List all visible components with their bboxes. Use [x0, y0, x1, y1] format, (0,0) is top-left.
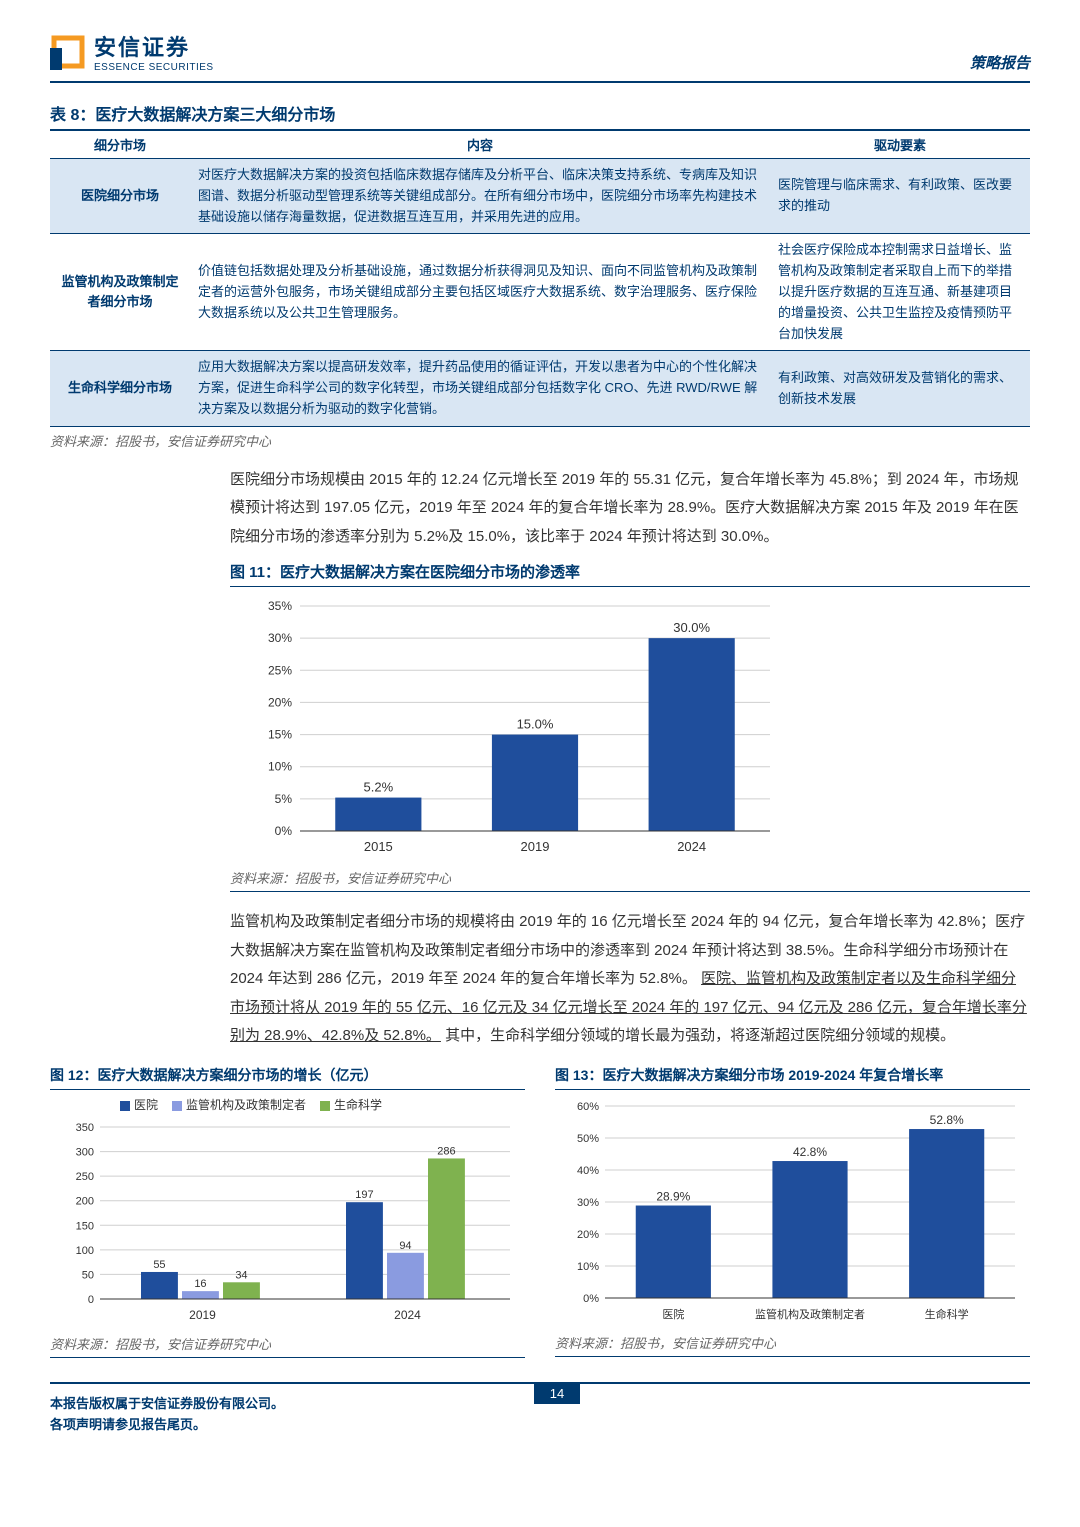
svg-text:150: 150: [76, 1220, 94, 1232]
svg-text:50: 50: [82, 1269, 94, 1281]
svg-text:200: 200: [76, 1195, 94, 1207]
footer-l2: 各项声明请参见报告尾页。: [50, 1415, 284, 1436]
page-header: 安信证券 ESSENCE SECURITIES 策略报告: [50, 30, 1030, 83]
svg-text:0%: 0%: [275, 824, 293, 838]
footer-l1: 本报告版权属于安信证券股份有限公司。: [50, 1394, 284, 1415]
fig12-title: 图 12：医疗大数据解决方案细分市场的增长（亿元）: [50, 1065, 525, 1090]
brand-name-en: ESSENCE SECURITIES: [94, 62, 214, 73]
svg-text:60%: 60%: [577, 1101, 599, 1113]
svg-text:监管机构及政策制定者: 监管机构及政策制定者: [755, 1307, 865, 1321]
svg-text:5%: 5%: [275, 792, 293, 806]
svg-text:2024: 2024: [394, 1308, 421, 1322]
svg-text:2015: 2015: [364, 839, 393, 854]
svg-text:197: 197: [355, 1189, 373, 1201]
svg-text:50%: 50%: [577, 1133, 599, 1145]
svg-text:34: 34: [235, 1269, 247, 1281]
svg-text:350: 350: [76, 1122, 94, 1134]
table8-h0: 细分市场: [50, 130, 190, 159]
brand-logo: 安信证券 ESSENCE SECURITIES: [50, 30, 214, 73]
svg-text:15.0%: 15.0%: [517, 717, 554, 732]
para2-c: 其中，生命科学细分领域的增长最为强劲，将逐渐超过医院细分领域的规模。: [445, 1027, 955, 1044]
svg-text:52.8%: 52.8%: [930, 1113, 964, 1127]
svg-text:2019: 2019: [521, 839, 550, 854]
svg-text:0%: 0%: [583, 1293, 599, 1305]
svg-text:0: 0: [88, 1294, 94, 1306]
page-footer: 本报告版权属于安信证券股份有限公司。 各项声明请参见报告尾页。 14: [50, 1382, 1030, 1436]
svg-text:286: 286: [437, 1145, 455, 1157]
brand-name-cn: 安信证券: [94, 30, 214, 62]
svg-text:35%: 35%: [268, 599, 292, 613]
svg-text:40%: 40%: [577, 1165, 599, 1177]
paragraph-2: 监管机构及政策制定者细分市场的规模将由 2019 年的 16 亿元增长至 202…: [230, 908, 1030, 1051]
svg-text:30%: 30%: [577, 1197, 599, 1209]
svg-text:20%: 20%: [268, 696, 292, 710]
table-row: 生命科学细分市场应用大数据解决方案以提高研发效率，提升药品使用的循证评估，开发以…: [50, 351, 1030, 426]
table8-title: 表 8：医疗大数据解决方案三大细分市场: [50, 101, 1030, 125]
svg-text:20%: 20%: [577, 1229, 599, 1241]
svg-text:250: 250: [76, 1171, 94, 1183]
svg-text:2024: 2024: [677, 839, 706, 854]
fig13-source: 资料来源：招股书，安信证券研究中心: [555, 1333, 1030, 1352]
svg-text:30%: 30%: [268, 631, 292, 645]
fig13-chart: 0% 10% 20% 30% 40% 50% 60% 28.9% 医院 42.8% 监管机构及政策制…: [555, 1096, 1030, 1357]
logo-mark-icon: [50, 34, 86, 70]
svg-text:94: 94: [399, 1240, 411, 1252]
svg-text:55: 55: [153, 1259, 165, 1271]
footer-page-num: 14: [534, 1384, 580, 1404]
svg-text:5.2%: 5.2%: [364, 780, 394, 795]
svg-text:生命科学: 生命科学: [925, 1307, 969, 1321]
fig11-title: 图 11：医疗大数据解决方案在医院细分市场的渗透率: [230, 561, 1030, 587]
svg-text:15%: 15%: [268, 728, 292, 742]
table-row: 监管机构及政策制定者细分市场价值链包括数据处理及分析基础设施，通过数据分析获得洞…: [50, 234, 1030, 351]
fig12-chart: 医院监管机构及政策制定者生命科学 05010015020025030035055…: [50, 1096, 525, 1358]
table8-h2: 驱动要素: [770, 130, 1030, 159]
table8: 细分市场 内容 驱动要素 医院细分市场对医疗大数据解决方案的投资包括临床数据存储…: [50, 129, 1030, 427]
paragraph-1: 医院细分市场规模由 2015 年的 12.24 亿元增长至 2019 年的 55…: [230, 466, 1030, 552]
fig11-source: 资料来源：招股书，安信证券研究中心: [230, 868, 1030, 887]
svg-text:2019: 2019: [189, 1308, 216, 1322]
table8-h1: 内容: [190, 130, 770, 159]
svg-text:16: 16: [194, 1278, 206, 1290]
svg-text:100: 100: [76, 1245, 94, 1257]
svg-text:28.9%: 28.9%: [656, 1189, 690, 1203]
svg-text:医院: 医院: [662, 1307, 684, 1321]
fig12-source: 资料来源：招股书，安信证券研究中心: [50, 1334, 525, 1353]
svg-text:10%: 10%: [268, 760, 292, 774]
svg-text:300: 300: [76, 1146, 94, 1158]
svg-text:25%: 25%: [268, 664, 292, 678]
fig13-title: 图 13：医疗大数据解决方案细分市场 2019-2024 年复合增长率: [555, 1065, 1030, 1090]
svg-text:42.8%: 42.8%: [793, 1145, 827, 1159]
table8-source: 资料来源：招股书，安信证券研究中心: [50, 431, 1030, 450]
table-row: 医院细分市场对医疗大数据解决方案的投资包括临床数据存储库及分析平台、临床决策支持…: [50, 159, 1030, 234]
fig11-chart: 0% 5% 10% 15% 20% 25% 30% 35% 5.2% 2015 15.0% 2019 3…: [230, 591, 1030, 892]
svg-text:30.0%: 30.0%: [673, 620, 710, 635]
svg-text:10%: 10%: [577, 1261, 599, 1273]
doc-type-label: 策略报告: [970, 52, 1030, 73]
